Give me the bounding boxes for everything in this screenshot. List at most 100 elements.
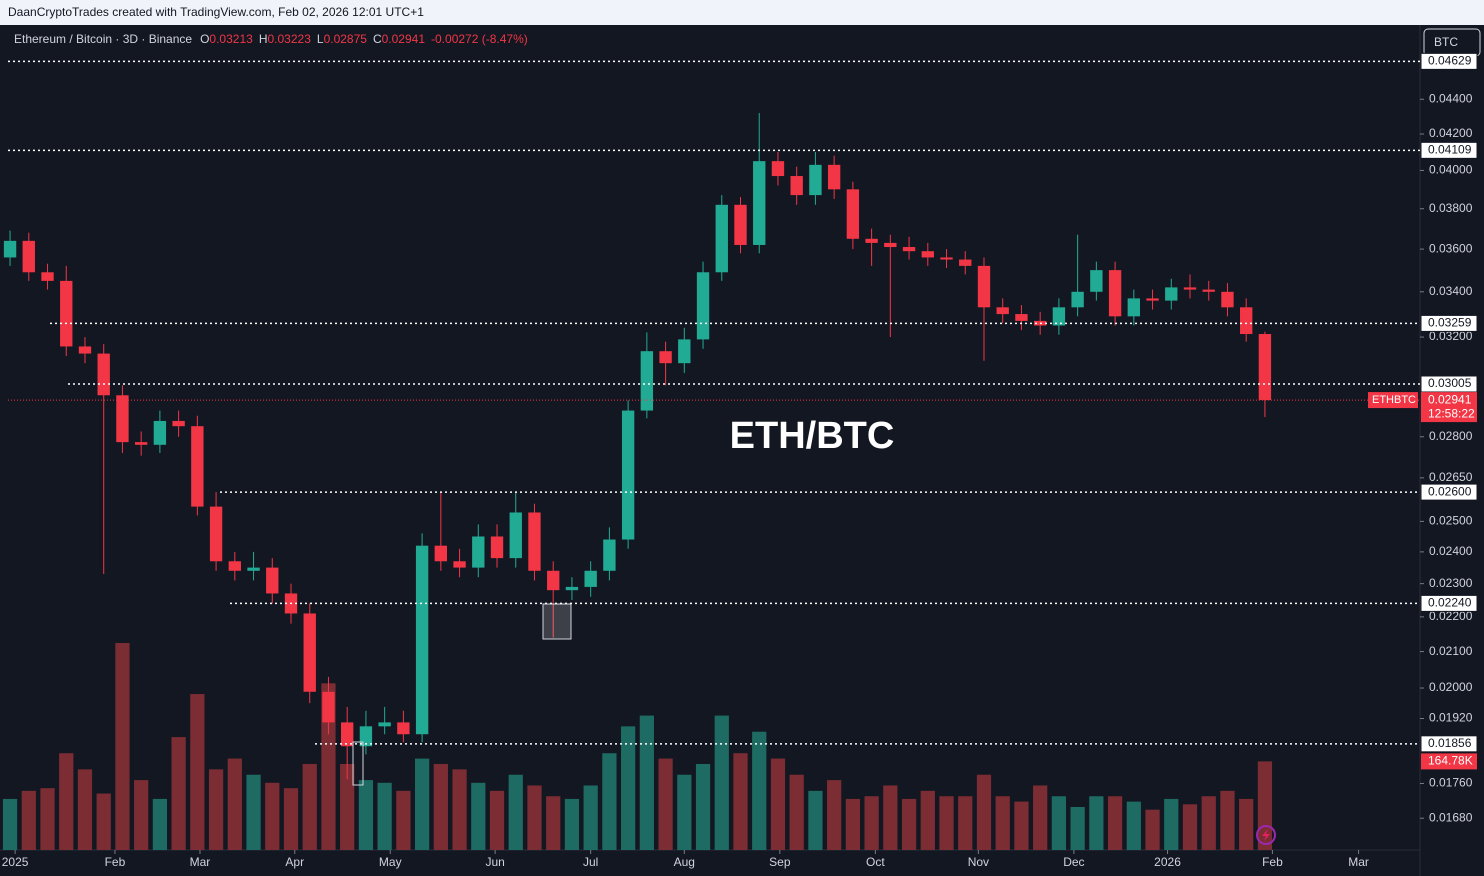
candle-body <box>397 722 410 735</box>
level-label: 0.02600 <box>1428 484 1472 498</box>
highlight-box <box>542 603 572 640</box>
x-tick-label: Mar <box>1348 855 1369 869</box>
logo[interactable] <box>1256 825 1276 845</box>
x-tick-label: Oct <box>866 855 885 869</box>
volume-bar <box>377 782 392 850</box>
candle-body <box>1146 298 1159 301</box>
volume-bar <box>1107 796 1123 850</box>
candle-body <box>134 442 148 445</box>
candle-body <box>921 251 934 258</box>
x-tick-label: Jun <box>485 855 504 869</box>
currency-label[interactable]: BTC <box>1434 35 1458 49</box>
ohlc-value: 0.02875 <box>324 32 368 46</box>
volume-bar <box>714 715 729 850</box>
candle-body <box>659 351 672 364</box>
candle-body <box>97 353 110 396</box>
volume-bar <box>40 788 55 850</box>
candle-body <box>715 204 728 273</box>
volume-bar <box>1145 809 1160 850</box>
x-tick-label: Jul <box>583 855 598 869</box>
volume-bar <box>920 790 935 850</box>
y-tick-label: 0.04000 <box>1429 163 1473 177</box>
volume-bar <box>265 782 280 850</box>
level-label: 0.03005 <box>1428 376 1472 390</box>
volume-bar <box>171 737 186 850</box>
y-tick-label: 0.04200 <box>1429 126 1473 140</box>
volume-bar <box>770 758 786 850</box>
candle-body <box>490 536 504 559</box>
volume-bar <box>134 780 149 850</box>
volume-bar <box>733 753 748 850</box>
candle-body <box>771 161 785 177</box>
candle-body <box>1202 289 1215 292</box>
volume-bar <box>995 796 1010 850</box>
candle-body <box>3 240 17 258</box>
y-tick-label: 0.01680 <box>1429 810 1473 824</box>
volume-bar <box>958 796 973 850</box>
y-tick-label: 0.03600 <box>1429 241 1473 255</box>
volume-bar <box>621 726 636 850</box>
level-label: 0.04109 <box>1428 143 1472 157</box>
volume-bar <box>1089 796 1104 850</box>
y-tick-label: 0.04400 <box>1429 91 1473 105</box>
candle-body <box>959 259 972 266</box>
volume-bar <box>695 763 711 850</box>
x-tick-label: Feb <box>105 855 126 869</box>
volume-bar <box>2 798 18 850</box>
candle-body <box>753 161 766 245</box>
volume-bar <box>1126 801 1141 850</box>
credit: DaanCryptoTrades created with TradingVie… <box>8 5 424 19</box>
candle-body <box>415 545 429 735</box>
candle-body <box>341 722 354 747</box>
candle-body <box>1221 291 1234 308</box>
volume-bar <box>283 788 299 850</box>
ohlc-letter: O <box>200 32 209 46</box>
symbol-tag-box <box>1368 392 1418 409</box>
volume-bar <box>340 763 355 850</box>
candle-body <box>809 164 822 196</box>
candle-body <box>640 351 654 411</box>
ohlc-letter: C <box>373 32 382 46</box>
candle-body <box>228 561 241 571</box>
candle-body <box>584 570 597 587</box>
volume-bar <box>208 769 224 850</box>
candle-body <box>827 164 841 190</box>
volume-bar <box>1014 801 1029 850</box>
x-tick-label: Aug <box>674 855 695 869</box>
highlight-box <box>352 741 364 786</box>
volume-bar <box>1070 806 1085 850</box>
x-tick-label: 2026 <box>1154 855 1181 869</box>
chart-background <box>0 25 1484 876</box>
symbol-info: Ethereum / Bitcoin · 3D · Binance <box>14 32 192 46</box>
candle-body <box>1015 314 1028 321</box>
candle-body <box>247 567 260 571</box>
y-tick-label: 0.02800 <box>1429 429 1473 443</box>
volume-bar <box>115 643 130 850</box>
candle-body <box>603 539 616 571</box>
candle-body <box>902 247 916 252</box>
logo-icon <box>1262 829 1270 841</box>
level-label-box <box>1420 314 1478 332</box>
volume-bar <box>508 774 523 850</box>
candle-body <box>60 280 73 347</box>
y-tick-label: 0.03400 <box>1429 284 1473 298</box>
candle-body <box>977 265 991 308</box>
price-label-box <box>1421 392 1477 423</box>
x-tick-label: Sep <box>769 855 791 869</box>
candle-body <box>172 420 185 427</box>
candle-body <box>153 420 167 445</box>
volume-bar <box>302 763 317 850</box>
candle-body <box>1183 287 1197 290</box>
volume-bar <box>414 758 430 850</box>
x-tick-label: May <box>379 855 402 869</box>
candle-body <box>884 242 897 248</box>
volume-bar <box>527 785 542 850</box>
volume-bar <box>433 763 448 850</box>
ohlc-letter: H <box>259 32 268 46</box>
level-label-box <box>1420 735 1478 753</box>
volume-bar <box>752 731 767 850</box>
level-label-box <box>1420 141 1478 159</box>
x-tick-label: 2025 <box>2 855 29 869</box>
